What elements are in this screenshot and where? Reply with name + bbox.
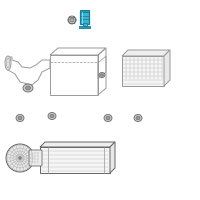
Bar (79, 26, 90, 28)
Ellipse shape (106, 116, 110, 120)
Ellipse shape (101, 74, 104, 76)
Ellipse shape (48, 112, 56, 119)
Circle shape (6, 144, 34, 172)
Ellipse shape (23, 84, 33, 92)
Ellipse shape (104, 114, 112, 121)
Ellipse shape (6, 58, 10, 68)
Ellipse shape (134, 114, 142, 121)
Polygon shape (164, 50, 170, 86)
Bar (83, 23, 87, 26)
FancyBboxPatch shape (29, 150, 42, 166)
Circle shape (18, 156, 22, 160)
Ellipse shape (18, 116, 22, 120)
Polygon shape (40, 142, 115, 147)
Polygon shape (110, 142, 115, 173)
Ellipse shape (136, 116, 140, 120)
Circle shape (70, 18, 74, 22)
Ellipse shape (99, 72, 105, 77)
Circle shape (68, 16, 76, 24)
Bar (122, 56, 164, 86)
Ellipse shape (16, 114, 24, 121)
FancyBboxPatch shape (40, 147, 110, 173)
FancyBboxPatch shape (80, 10, 89, 12)
Ellipse shape (50, 114, 54, 118)
Ellipse shape (5, 56, 11, 70)
Polygon shape (122, 50, 170, 56)
Ellipse shape (26, 86, 30, 90)
FancyBboxPatch shape (80, 11, 89, 24)
